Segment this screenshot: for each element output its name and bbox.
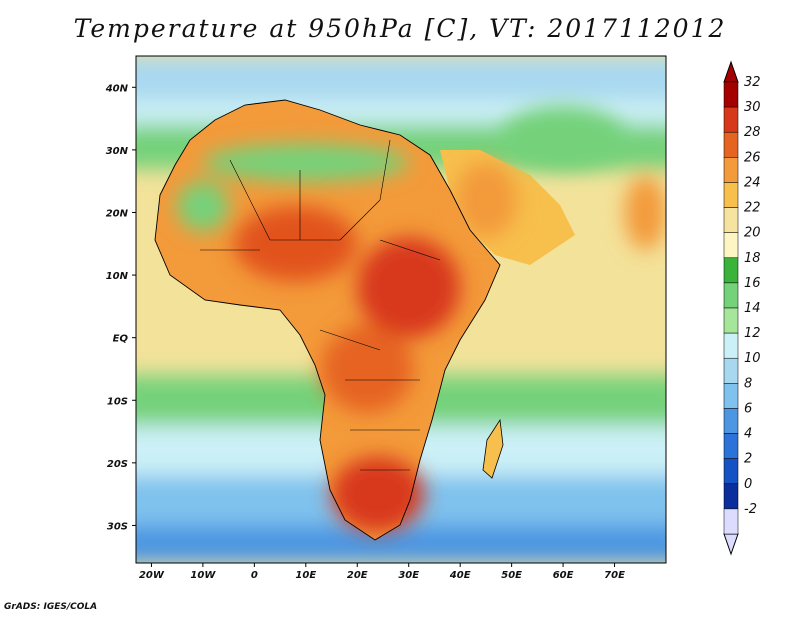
- colorbar-swatch: [723, 483, 739, 510]
- lat-tick-label: 10S: [107, 396, 128, 407]
- temperature-band-6: [136, 525, 666, 563]
- map-field: [136, 56, 666, 563]
- cool-regions: [177, 106, 625, 232]
- region-southern-africa: [331, 456, 425, 532]
- colorbar-swatch: [723, 257, 739, 284]
- colorbar-label: 22: [744, 201, 761, 216]
- lon-tick-label: 60E: [553, 570, 574, 581]
- colorbar-label: 26: [744, 150, 761, 165]
- lon-tick-label: 10W: [190, 570, 216, 581]
- colorbar-label: 30: [744, 100, 761, 115]
- lat-tick-label: 40N: [105, 83, 129, 94]
- colorbar-label: 2: [744, 452, 752, 467]
- colorbar-swatch: [723, 232, 739, 259]
- colorbar-label: 24: [744, 175, 761, 190]
- colorbar-swatch: [723, 383, 739, 409]
- madagascar: [482, 418, 504, 479]
- lat-tick-label: 30S: [107, 521, 128, 532]
- colorbar-label: 28: [744, 125, 761, 140]
- colorbar-swatch: [723, 307, 739, 334]
- colorbar-swatch: [723, 182, 739, 208]
- region-india: [624, 174, 666, 251]
- map-frame: [135, 55, 667, 564]
- region-iran: [501, 106, 625, 169]
- colorbar-label: 18: [744, 251, 761, 266]
- region-sahel-west: [233, 206, 358, 282]
- region-arabia: [455, 162, 517, 238]
- lon-tick-label: 40E: [449, 570, 471, 581]
- lat-tick-label: 20N: [106, 208, 129, 219]
- longitude-ticks: 20W 10W 0 10E 20E 30E 40E 50E 60E 70E: [139, 563, 625, 581]
- colorbar-swatch: [723, 408, 739, 434]
- temperature-band-0: [136, 56, 666, 100]
- colorbar-label: 4: [744, 427, 752, 442]
- lat-tick-label: EQ: [113, 334, 129, 345]
- lon-tick-label: 20W: [139, 570, 165, 581]
- colorbar-swatch: [723, 458, 739, 485]
- country-borders: [200, 139, 441, 471]
- colorbar-label: 10: [744, 351, 761, 366]
- colorbar-swatch: [723, 106, 739, 133]
- colorbar-label: -2: [744, 502, 757, 517]
- colorbar-top-arrow: [723, 60, 739, 83]
- colorbar-swatch: [723, 282, 739, 309]
- colorbar-label: 14: [744, 301, 761, 316]
- colorbar-label: 20: [744, 226, 761, 241]
- lon-tick-label: 20E: [347, 570, 368, 581]
- lon-tick-label: 10E: [295, 570, 316, 581]
- colorbar-label: 16: [744, 276, 761, 291]
- colorbar-swatch: [723, 207, 739, 233]
- colorbar-label: 6: [744, 401, 752, 416]
- region-mauritania: [177, 181, 229, 232]
- colorbar-swatch: [723, 81, 739, 108]
- colorbar-label: 32: [744, 75, 761, 90]
- hot-regions: [233, 162, 666, 532]
- region-east-africa: [357, 237, 461, 338]
- map-title: Temperature at 950hPa [C], VT: 201711201…: [73, 14, 727, 43]
- region-congo: [321, 325, 414, 413]
- colorbar-label: 0: [744, 477, 752, 492]
- colorbar-swatch: [723, 157, 739, 183]
- lat-tick-label: 10N: [106, 271, 129, 282]
- latitude-ticks: 40N 30N 20N 10N EQ 10S 20S 30S: [105, 83, 136, 532]
- lon-tick-label: 50E: [501, 570, 522, 581]
- lat-tick-label: 30N: [106, 146, 129, 157]
- lon-tick-label: 0: [251, 570, 258, 581]
- colorbar-label: 8: [744, 376, 752, 391]
- credit-text: GrADS: IGES/COLA: [4, 602, 98, 612]
- lat-tick-label: 20S: [107, 459, 128, 470]
- colorbar-swatch: [723, 131, 739, 158]
- colorbar-bottom-arrow: [723, 533, 739, 556]
- lon-tick-label: 30E: [398, 570, 419, 581]
- coastline: [154, 99, 501, 541]
- colorbar-swatch: [723, 332, 739, 359]
- colorbar-label: 12: [744, 326, 761, 341]
- region-sahara-north: [202, 143, 409, 182]
- colorbar-swatch: [723, 508, 739, 535]
- colorbar-swatch: [723, 433, 739, 459]
- colorbar-swatch: [723, 357, 739, 384]
- lon-tick-label: 70E: [604, 570, 625, 581]
